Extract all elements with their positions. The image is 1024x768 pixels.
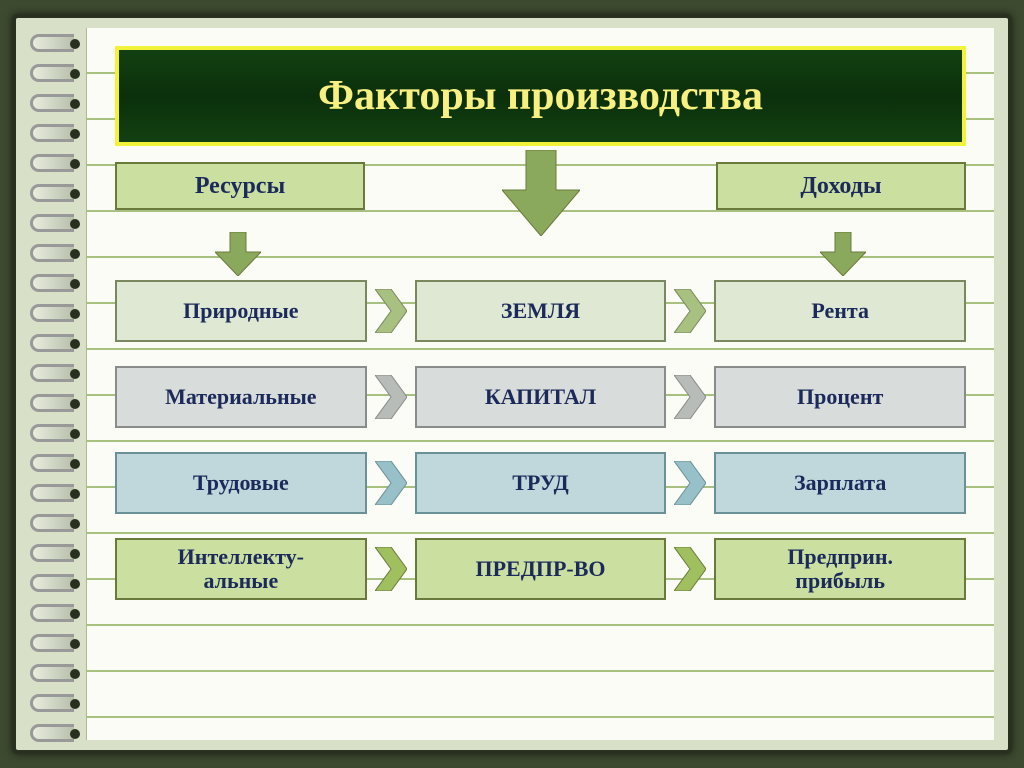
diagram-row: Природные ЗЕМЛЯ Рента: [115, 280, 966, 342]
chevron-right-icon: [375, 461, 407, 505]
cell-factor: ТРУД: [415, 452, 667, 514]
title-bar: Факторы производства: [115, 46, 966, 146]
diagram-row: Материальные КАПИТАЛ Процент: [115, 366, 966, 428]
cell-resources: Природные: [115, 280, 367, 342]
arrow-down-small-icon: [820, 232, 866, 276]
chevron-right-icon: [375, 547, 407, 591]
cell-factor: ПРЕДПР-ВО: [415, 538, 667, 600]
cell-income: Зарплата: [714, 452, 966, 514]
chevron-right-icon: [674, 461, 706, 505]
spiral-binding: [26, 28, 86, 740]
chevron-right-icon: [674, 547, 706, 591]
cell-factor: КАПИТАЛ: [415, 366, 667, 428]
cell-factor: ЗЕМЛЯ: [415, 280, 667, 342]
diagram-row: Интеллекту- альные ПРЕДПР-ВО Предприн. при…: [115, 538, 966, 600]
chevron-right-icon: [375, 375, 407, 419]
small-arrow-row: [115, 232, 966, 276]
cell-resources: Интеллекту- альные: [115, 538, 367, 600]
header-row: Ресурсы Доходы: [115, 162, 966, 224]
notepad-paper: Факторы производства Ресурсы Доходы Прир…: [86, 28, 994, 740]
chevron-right-icon: [375, 289, 407, 333]
rows-container: Природные ЗЕМЛЯ Рента Материальные КАПИТАЛ Пр…: [115, 280, 966, 600]
arrow-down-small-icon: [215, 232, 261, 276]
page-wrap: Факторы производства Ресурсы Доходы Прир…: [12, 14, 1012, 754]
cell-income: Рента: [714, 280, 966, 342]
arrow-down-large-icon: [502, 150, 580, 236]
chevron-right-icon: [674, 375, 706, 419]
cell-resources: Трудовые: [115, 452, 367, 514]
header-income: Доходы: [716, 162, 966, 210]
diagram-row: Трудовые ТРУД Зарплата: [115, 452, 966, 514]
header-resources: Ресурсы: [115, 162, 365, 210]
cell-income: Предприн. прибыль: [714, 538, 966, 600]
chevron-right-icon: [674, 289, 706, 333]
cell-income: Процент: [714, 366, 966, 428]
cell-resources: Материальные: [115, 366, 367, 428]
